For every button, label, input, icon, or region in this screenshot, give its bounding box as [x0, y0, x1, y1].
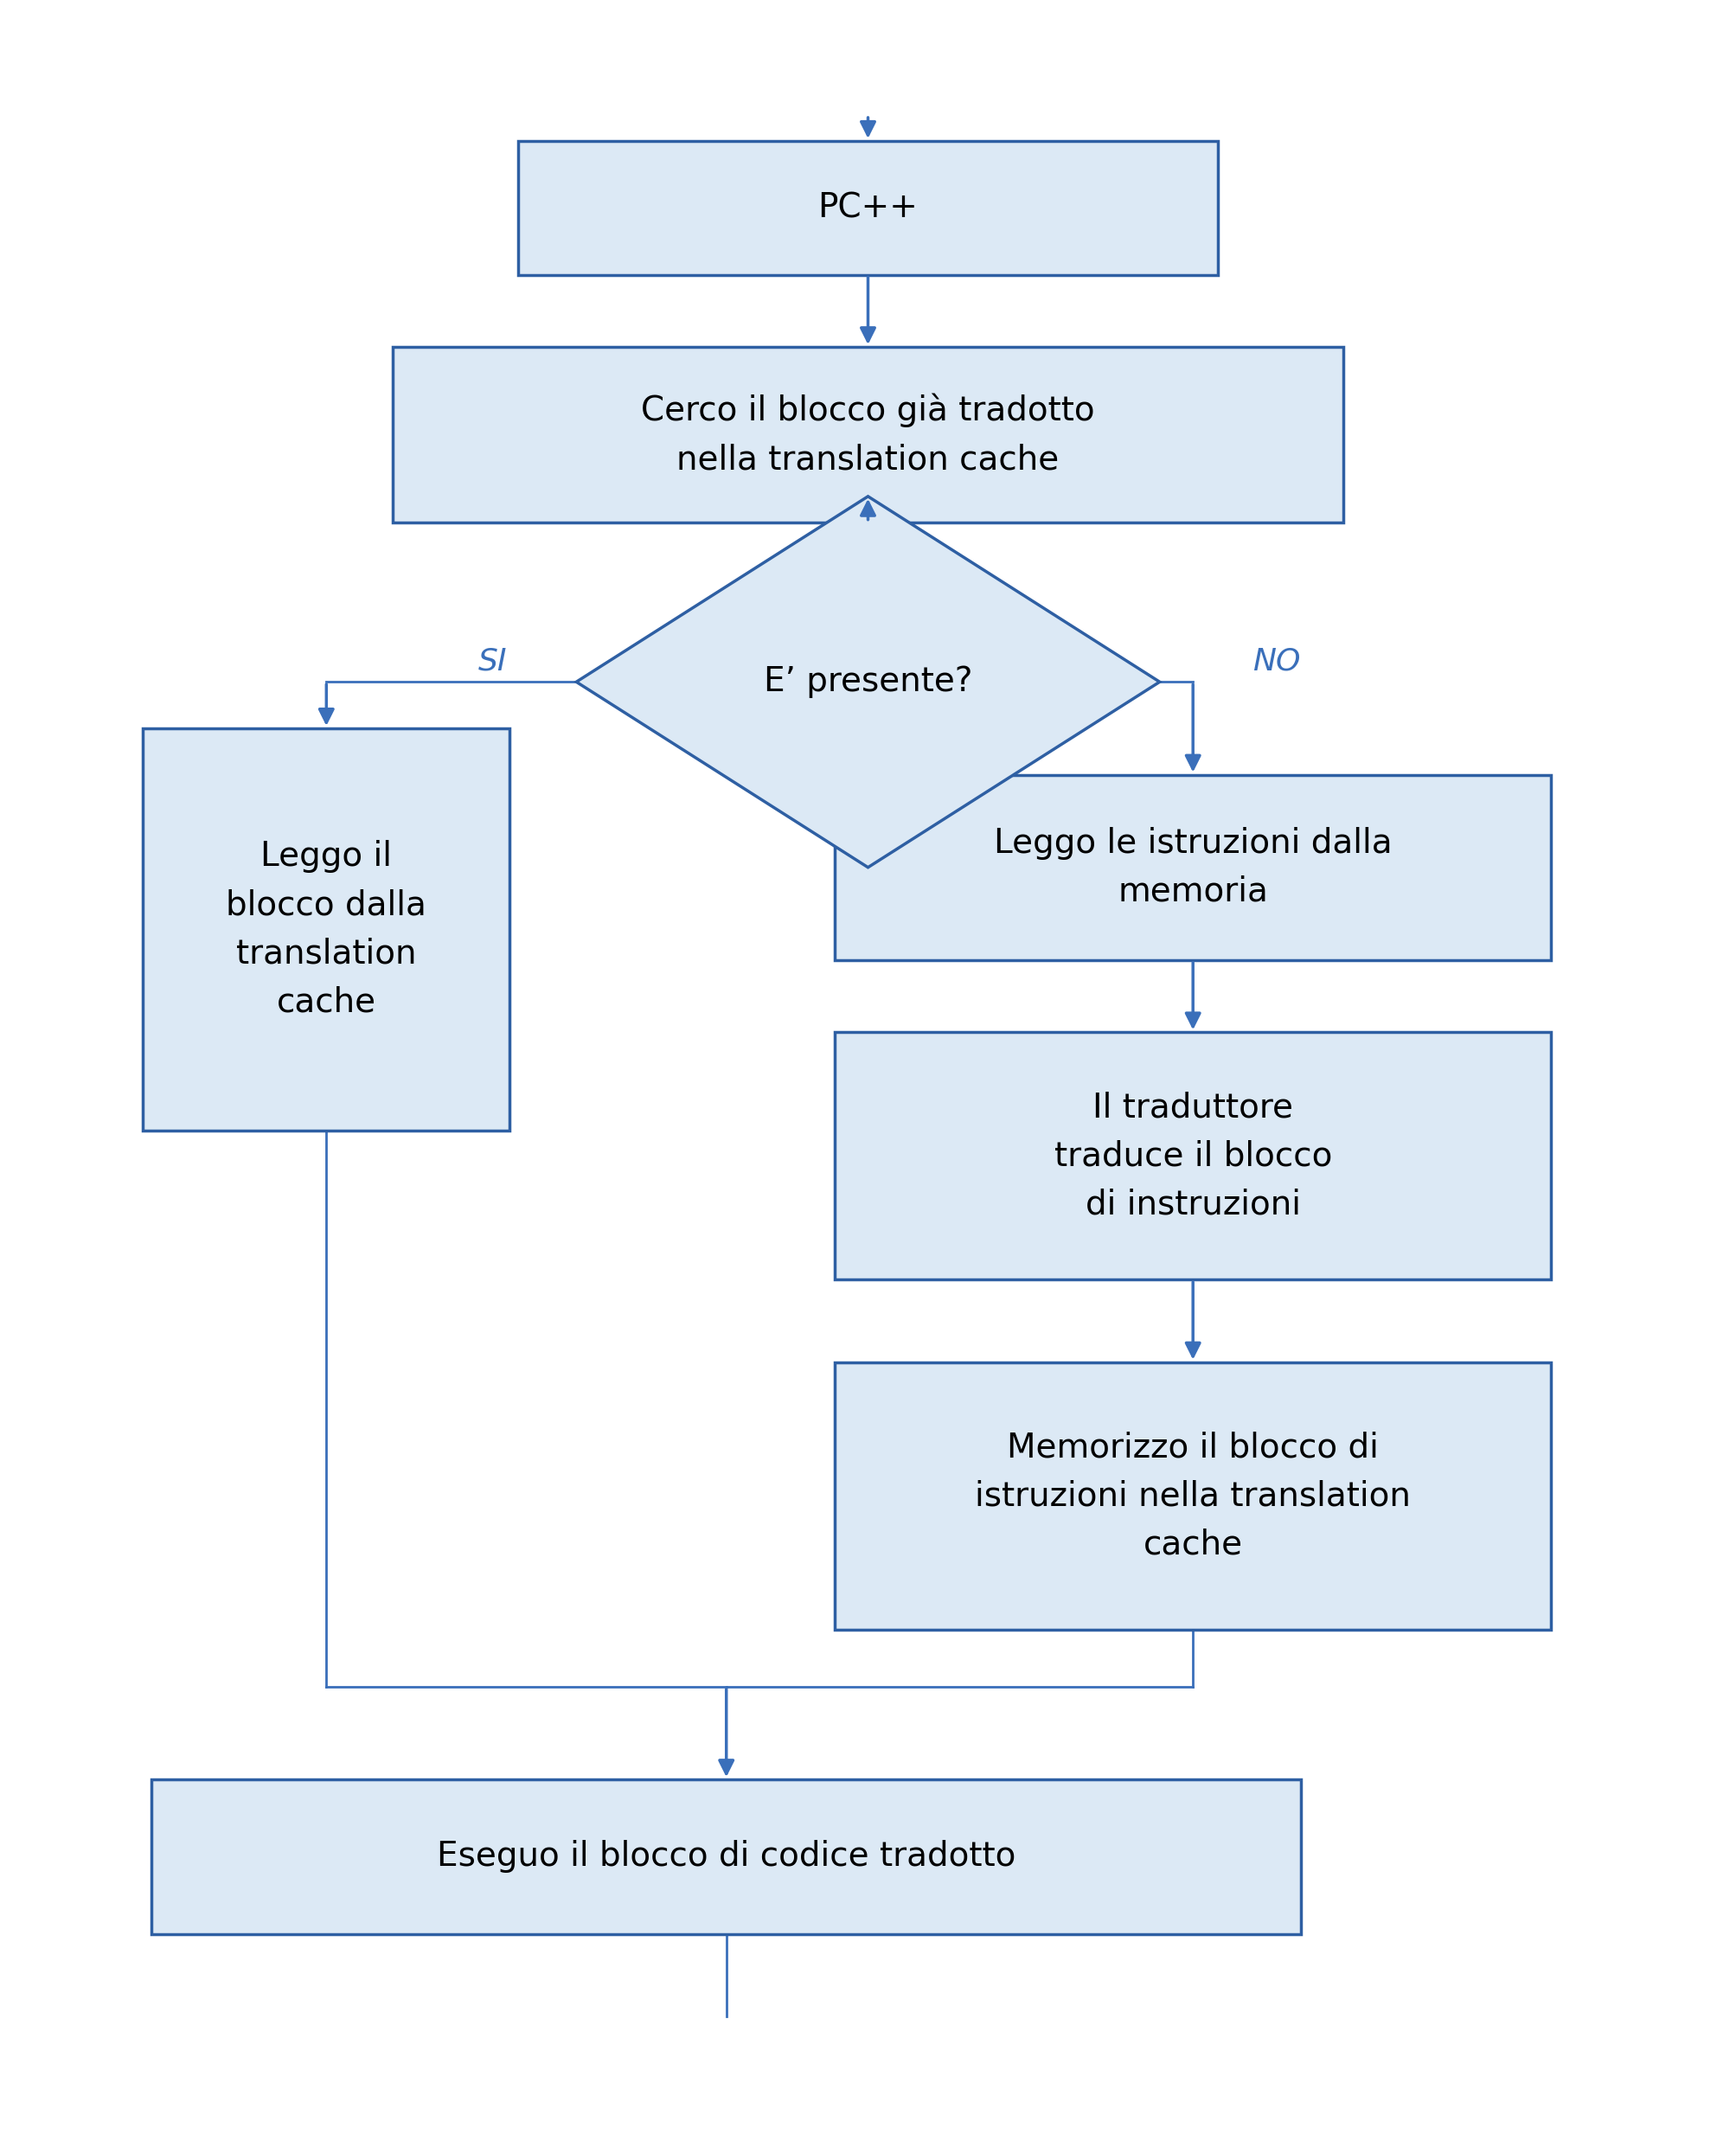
FancyBboxPatch shape [151, 1780, 1302, 1934]
FancyBboxPatch shape [517, 142, 1219, 275]
FancyBboxPatch shape [835, 775, 1552, 960]
FancyBboxPatch shape [392, 348, 1344, 522]
Text: Leggo le istruzioni dalla
memoria: Leggo le istruzioni dalla memoria [993, 827, 1392, 908]
Text: Cerco il blocco già tradotto
nella translation cache: Cerco il blocco già tradotto nella trans… [641, 393, 1095, 477]
Text: NO: NO [1252, 646, 1300, 676]
Text: Il traduttore
traduce il blocco
di instruzioni: Il traduttore traduce il blocco di instr… [1054, 1091, 1332, 1222]
Text: E’ presente?: E’ presente? [764, 666, 972, 698]
Text: PC++: PC++ [818, 191, 918, 223]
Polygon shape [576, 496, 1160, 867]
Text: Eseguo il blocco di codice tradotto: Eseguo il blocco di codice tradotto [437, 1840, 1016, 1872]
FancyBboxPatch shape [835, 1361, 1552, 1630]
FancyBboxPatch shape [835, 1033, 1552, 1280]
Text: Leggo il
blocco dalla
translation
cache: Leggo il blocco dalla translation cache [226, 839, 427, 1018]
Text: Memorizzo il blocco di
istruzioni nella translation
cache: Memorizzo il blocco di istruzioni nella … [976, 1432, 1411, 1561]
FancyBboxPatch shape [142, 728, 510, 1129]
Text: SI: SI [479, 646, 507, 676]
